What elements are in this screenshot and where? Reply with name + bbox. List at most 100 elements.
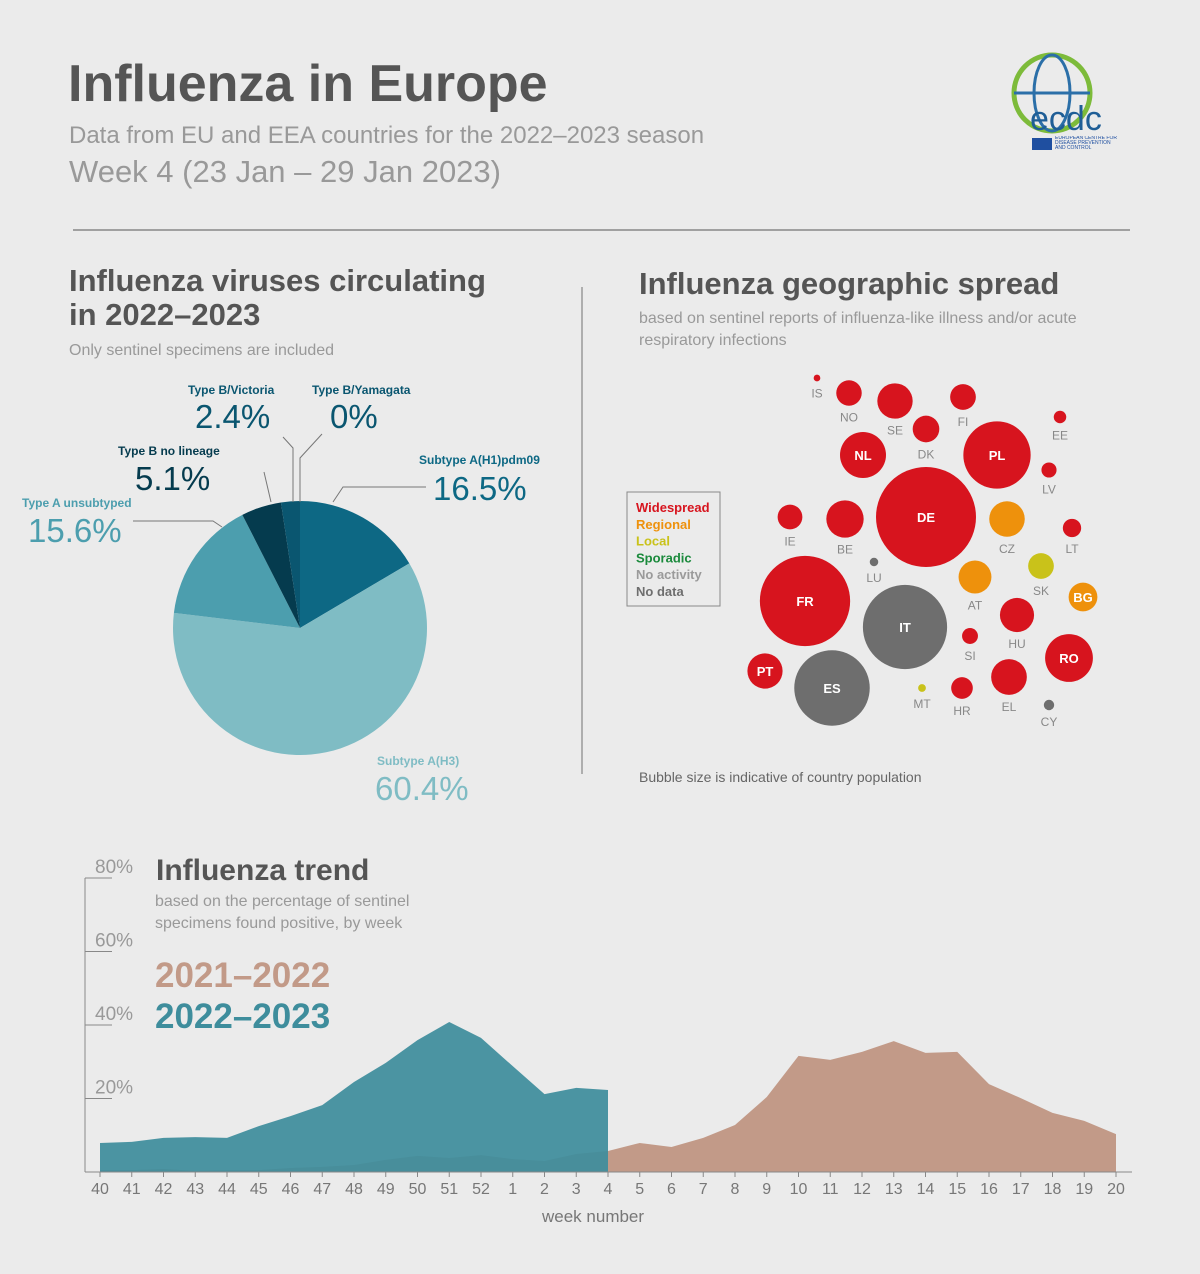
country-bubble	[794, 650, 870, 726]
country-bubble	[1045, 634, 1093, 682]
logo-org: EUROPEAN CENTRE FOR DISEASE PREVENTION A…	[1055, 136, 1117, 151]
x-tick-label: 46	[282, 1181, 300, 1198]
country-label: CZ	[999, 542, 1015, 556]
country-bubble	[826, 500, 864, 538]
x-tick-label: 7	[699, 1181, 708, 1198]
x-tick-label: 12	[853, 1181, 871, 1198]
x-tick-label: 44	[218, 1181, 236, 1198]
x-tick-label: 6	[667, 1181, 676, 1198]
country-bubble	[962, 628, 978, 644]
country-label: RO	[1059, 651, 1079, 666]
eu-flag	[1032, 138, 1052, 150]
x-tick-label: 50	[409, 1181, 427, 1198]
country-bubble	[999, 597, 1035, 633]
country-bubble	[759, 555, 851, 647]
x-tick-label: 4	[604, 1181, 613, 1198]
country-bubble	[869, 557, 879, 567]
trend-title: Influenza trend	[156, 854, 370, 887]
slice-value: 0%	[330, 398, 378, 435]
x-tick-label: 49	[377, 1181, 395, 1198]
x-tick-label: 3	[572, 1181, 581, 1198]
slice-label: Type B no lineage	[118, 444, 220, 458]
legend-entry: No activity	[636, 567, 703, 582]
legend-box	[626, 491, 721, 607]
legend-entry: 2022–2023	[155, 997, 330, 1036]
country-label: IS	[811, 386, 822, 400]
x-tick-label: 45	[250, 1181, 268, 1198]
x-tick-label: 47	[313, 1181, 331, 1198]
leader-line	[299, 433, 323, 502]
x-tick-label: 8	[731, 1181, 740, 1198]
country-bubble	[840, 432, 886, 478]
slice-label: Type A unsubtyped	[22, 496, 132, 510]
page-subtitle: Data from EU and EEA countries for the 2…	[69, 122, 704, 149]
logo-org-box: EUROPEAN CENTRE FOR DISEASE PREVENTION A…	[1055, 136, 1117, 151]
country-bubble	[991, 659, 1027, 695]
page-title: Influenza in Europe	[68, 55, 548, 113]
country-label: CY	[1041, 715, 1058, 729]
country-label: ES	[823, 681, 841, 696]
leader-line	[282, 436, 294, 502]
slice-value: 16.5%	[433, 470, 527, 507]
x-tick-label: 2	[540, 1181, 549, 1198]
slice-label: Subtype A(H1)pdm09	[419, 453, 540, 467]
country-bubble	[777, 504, 803, 530]
pie-slice	[300, 501, 410, 628]
x-tick-label: 10	[790, 1181, 808, 1198]
country-label: IT	[899, 620, 911, 635]
country-label: IE	[784, 534, 795, 548]
legend-entry: Widespread	[636, 500, 710, 515]
country-label: FR	[796, 594, 814, 609]
country-bubble	[836, 380, 862, 406]
leader-line	[263, 471, 272, 503]
slice-value: 2.4%	[195, 398, 270, 435]
leader-line	[332, 486, 426, 503]
x-tick-label: 42	[155, 1181, 173, 1198]
week: Week 4 (23 Jan – 29 Jan 2023)	[69, 154, 501, 189]
country-label: BE	[837, 543, 853, 557]
x-tick-label: 48	[345, 1181, 363, 1198]
x-tick-label: 14	[917, 1181, 935, 1198]
slice-label: Type B/Yamagata	[312, 383, 411, 397]
leader-line	[133, 520, 223, 528]
legend-entry: Regional	[636, 517, 691, 532]
country-label: SK	[1033, 584, 1049, 598]
x-tick-label: 52	[472, 1181, 490, 1198]
x-tick-label: 1	[508, 1181, 517, 1198]
y-tick-label: 20%	[95, 1078, 133, 1099]
y-tick-label: 60%	[95, 931, 133, 952]
country-label: SE	[887, 424, 903, 438]
legend-entry: 2021–2022	[155, 956, 330, 995]
country-label: SI	[964, 649, 975, 663]
country-label: AT	[968, 598, 983, 612]
slice-label: Type B/Victoria	[188, 383, 275, 397]
bubble-subtitle: based on sentinel reports of influenza-l…	[639, 310, 1077, 349]
country-bubble	[876, 467, 976, 567]
country-bubble	[1053, 410, 1067, 424]
country-bubble	[747, 653, 783, 689]
x-tick-label: 13	[885, 1181, 903, 1198]
x-tick-label: 11	[822, 1181, 839, 1198]
pie-slice	[280, 501, 300, 628]
x-tick-label: 18	[1044, 1181, 1062, 1198]
bubble-note: Bubble size is indicative of country pop…	[639, 769, 922, 785]
legend-entry: Local	[636, 534, 670, 549]
country-bubble	[989, 501, 1025, 537]
country-label: HU	[1008, 637, 1025, 651]
x-tick-label: 20	[1107, 1181, 1125, 1198]
pie-slice	[173, 514, 300, 628]
country-bubble	[958, 560, 992, 594]
x-tick-label: 15	[948, 1181, 966, 1198]
slice-label: Subtype A(H3)	[377, 754, 459, 768]
country-label: LT	[1065, 542, 1079, 556]
x-tick-label: 40	[91, 1181, 109, 1198]
x-tick-label: 9	[762, 1181, 771, 1198]
slice-value: 60.4%	[375, 770, 469, 807]
country-bubble	[1068, 582, 1098, 612]
country-label: FI	[958, 415, 969, 429]
y-tick-label: 40%	[95, 1004, 133, 1025]
pie-slice	[242, 502, 300, 628]
x-tick-label: 41	[123, 1181, 141, 1198]
trend-subtitle: based on the percentage of sentinel spec…	[155, 893, 410, 932]
